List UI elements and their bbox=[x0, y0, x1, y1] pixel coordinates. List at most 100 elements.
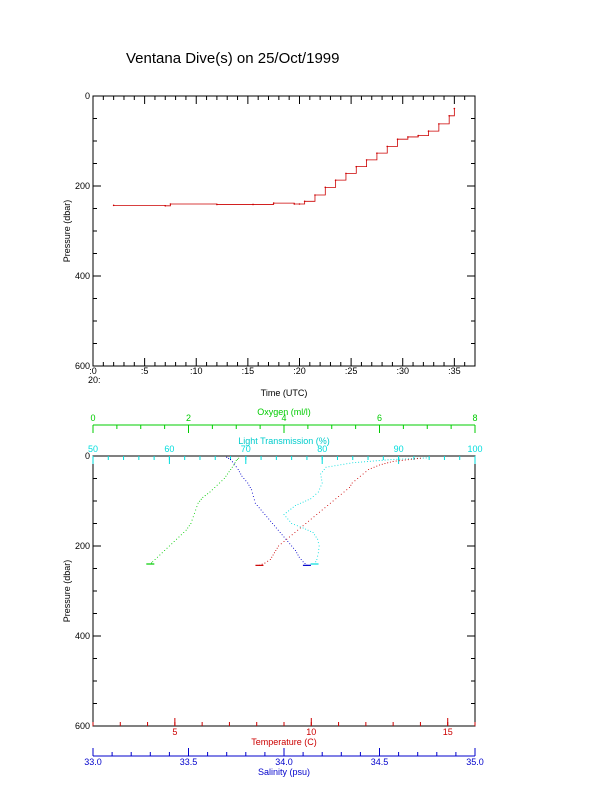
salinity-point bbox=[293, 547, 295, 549]
y-tick-label: 200 bbox=[75, 541, 90, 551]
temperature-point bbox=[329, 502, 331, 504]
pressure-point bbox=[438, 123, 440, 125]
temperature-point bbox=[343, 491, 345, 493]
pressure-point bbox=[417, 134, 420, 137]
x-tick-label: :0 bbox=[89, 366, 97, 376]
oxygen-point bbox=[185, 529, 187, 531]
temperature-point bbox=[376, 465, 378, 467]
transmission-point bbox=[321, 482, 323, 484]
oxygen-axis-label: Oxygen (ml/l) bbox=[257, 407, 311, 417]
temperature-point bbox=[389, 461, 391, 463]
oxygen-point bbox=[207, 493, 209, 495]
temperature-point bbox=[321, 509, 323, 511]
transmission-axis-label: Light Transmission (%) bbox=[238, 436, 330, 446]
temperature-point bbox=[316, 513, 318, 516]
transmission-point bbox=[300, 502, 302, 504]
salinity-point bbox=[262, 511, 264, 513]
temperature-point bbox=[398, 460, 400, 462]
y-tick-label: 0 bbox=[85, 91, 90, 101]
transmission-point bbox=[396, 458, 398, 460]
temperature-point bbox=[378, 464, 381, 466]
salinity-point bbox=[245, 480, 247, 482]
oxygen-tick-label: 2 bbox=[186, 413, 191, 423]
transmission-point bbox=[320, 485, 322, 487]
oxygen-point bbox=[202, 496, 204, 498]
y-tick-label: 400 bbox=[75, 271, 90, 281]
oxygen-point bbox=[197, 502, 199, 504]
salinity-point bbox=[248, 484, 250, 486]
transmission-point bbox=[296, 525, 298, 527]
oxygen-point bbox=[156, 556, 159, 558]
time-pressure-chart: 0 200 400 600 :0:5:10:15:20:25:30:35 20: Ti… bbox=[62, 91, 476, 398]
temperature-point bbox=[264, 562, 266, 564]
salinity-point bbox=[271, 522, 274, 525]
transmission-point bbox=[422, 457, 424, 459]
temperature-point bbox=[313, 516, 315, 518]
transmission-point bbox=[288, 510, 290, 512]
pressure-point bbox=[324, 186, 327, 189]
transmission-point bbox=[316, 558, 318, 561]
temperature-tick-label: 5 bbox=[172, 727, 177, 737]
y-tick-label: 600 bbox=[75, 721, 90, 731]
salinity-point bbox=[253, 499, 255, 501]
time-hour-label: 20: bbox=[88, 375, 101, 385]
salinity-point bbox=[228, 457, 230, 460]
transmission-point bbox=[297, 503, 299, 505]
transmission-point bbox=[285, 516, 287, 518]
salinity-tick-label: 35.0 bbox=[466, 757, 484, 767]
transmission-point bbox=[334, 465, 336, 467]
salinity-point bbox=[270, 520, 272, 522]
oxygen-point bbox=[180, 534, 182, 536]
temperature-point bbox=[350, 484, 352, 486]
transmission-point bbox=[355, 461, 357, 464]
transmission-point bbox=[314, 534, 316, 536]
transmission-point bbox=[312, 495, 314, 498]
pressure-point bbox=[453, 107, 456, 110]
temperature-point bbox=[346, 489, 348, 491]
salinity-point bbox=[231, 461, 233, 463]
pressure-point bbox=[427, 130, 430, 132]
oxygen-point bbox=[164, 549, 166, 552]
transmission-tick-label: 70 bbox=[241, 444, 251, 454]
pressure-point bbox=[386, 145, 389, 148]
transmission-point bbox=[307, 499, 309, 501]
temperature-point bbox=[354, 480, 356, 482]
temperature-point bbox=[324, 507, 326, 509]
oxygen-point bbox=[178, 536, 180, 538]
salinity-axis: 33.0 33.5 34.0 34.5 35.0 bbox=[84, 748, 484, 767]
temperature-point bbox=[413, 458, 415, 460]
salinity-point bbox=[235, 466, 237, 468]
temperature-point bbox=[338, 495, 340, 498]
transmission-point bbox=[318, 548, 320, 550]
temperature-point bbox=[404, 459, 406, 461]
salinity-point bbox=[254, 502, 256, 504]
x-tick-label: :5 bbox=[141, 366, 149, 376]
oxygen-point bbox=[187, 527, 189, 529]
temperature-point bbox=[410, 458, 412, 460]
pressure-point bbox=[376, 152, 378, 154]
salinity-point bbox=[275, 527, 277, 529]
salinity-point bbox=[268, 518, 270, 520]
oxygen-point bbox=[152, 561, 154, 563]
pressure-point bbox=[345, 172, 347, 175]
transmission-point bbox=[318, 545, 320, 547]
temperature-point bbox=[419, 457, 421, 459]
pressure-point bbox=[448, 115, 450, 117]
transmission-point bbox=[291, 522, 293, 525]
salinity-tick-label: 34.0 bbox=[275, 757, 293, 767]
salinity-point bbox=[283, 536, 285, 538]
oxygen-tick-label: 4 bbox=[281, 413, 286, 423]
salinity-point bbox=[226, 456, 228, 458]
pressure-trace bbox=[112, 107, 456, 207]
transmission-point bbox=[405, 458, 407, 460]
salinity-point bbox=[240, 473, 242, 475]
top-pressure-axis-label: Pressure (dbar) bbox=[62, 200, 72, 263]
temperature-point bbox=[365, 471, 367, 473]
temperature-point bbox=[276, 547, 278, 549]
temperature-point bbox=[340, 493, 342, 495]
temperature-point bbox=[370, 467, 372, 469]
oxygen-point bbox=[223, 477, 225, 480]
temperature-point bbox=[299, 527, 301, 529]
transmission-point bbox=[331, 465, 333, 467]
transmission-axis: 50 60 70 80 90 100 bbox=[88, 444, 483, 464]
